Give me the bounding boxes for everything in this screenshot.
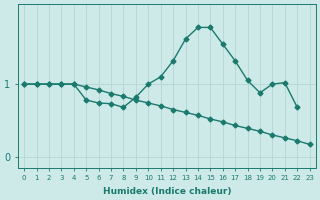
X-axis label: Humidex (Indice chaleur): Humidex (Indice chaleur) — [103, 187, 231, 196]
